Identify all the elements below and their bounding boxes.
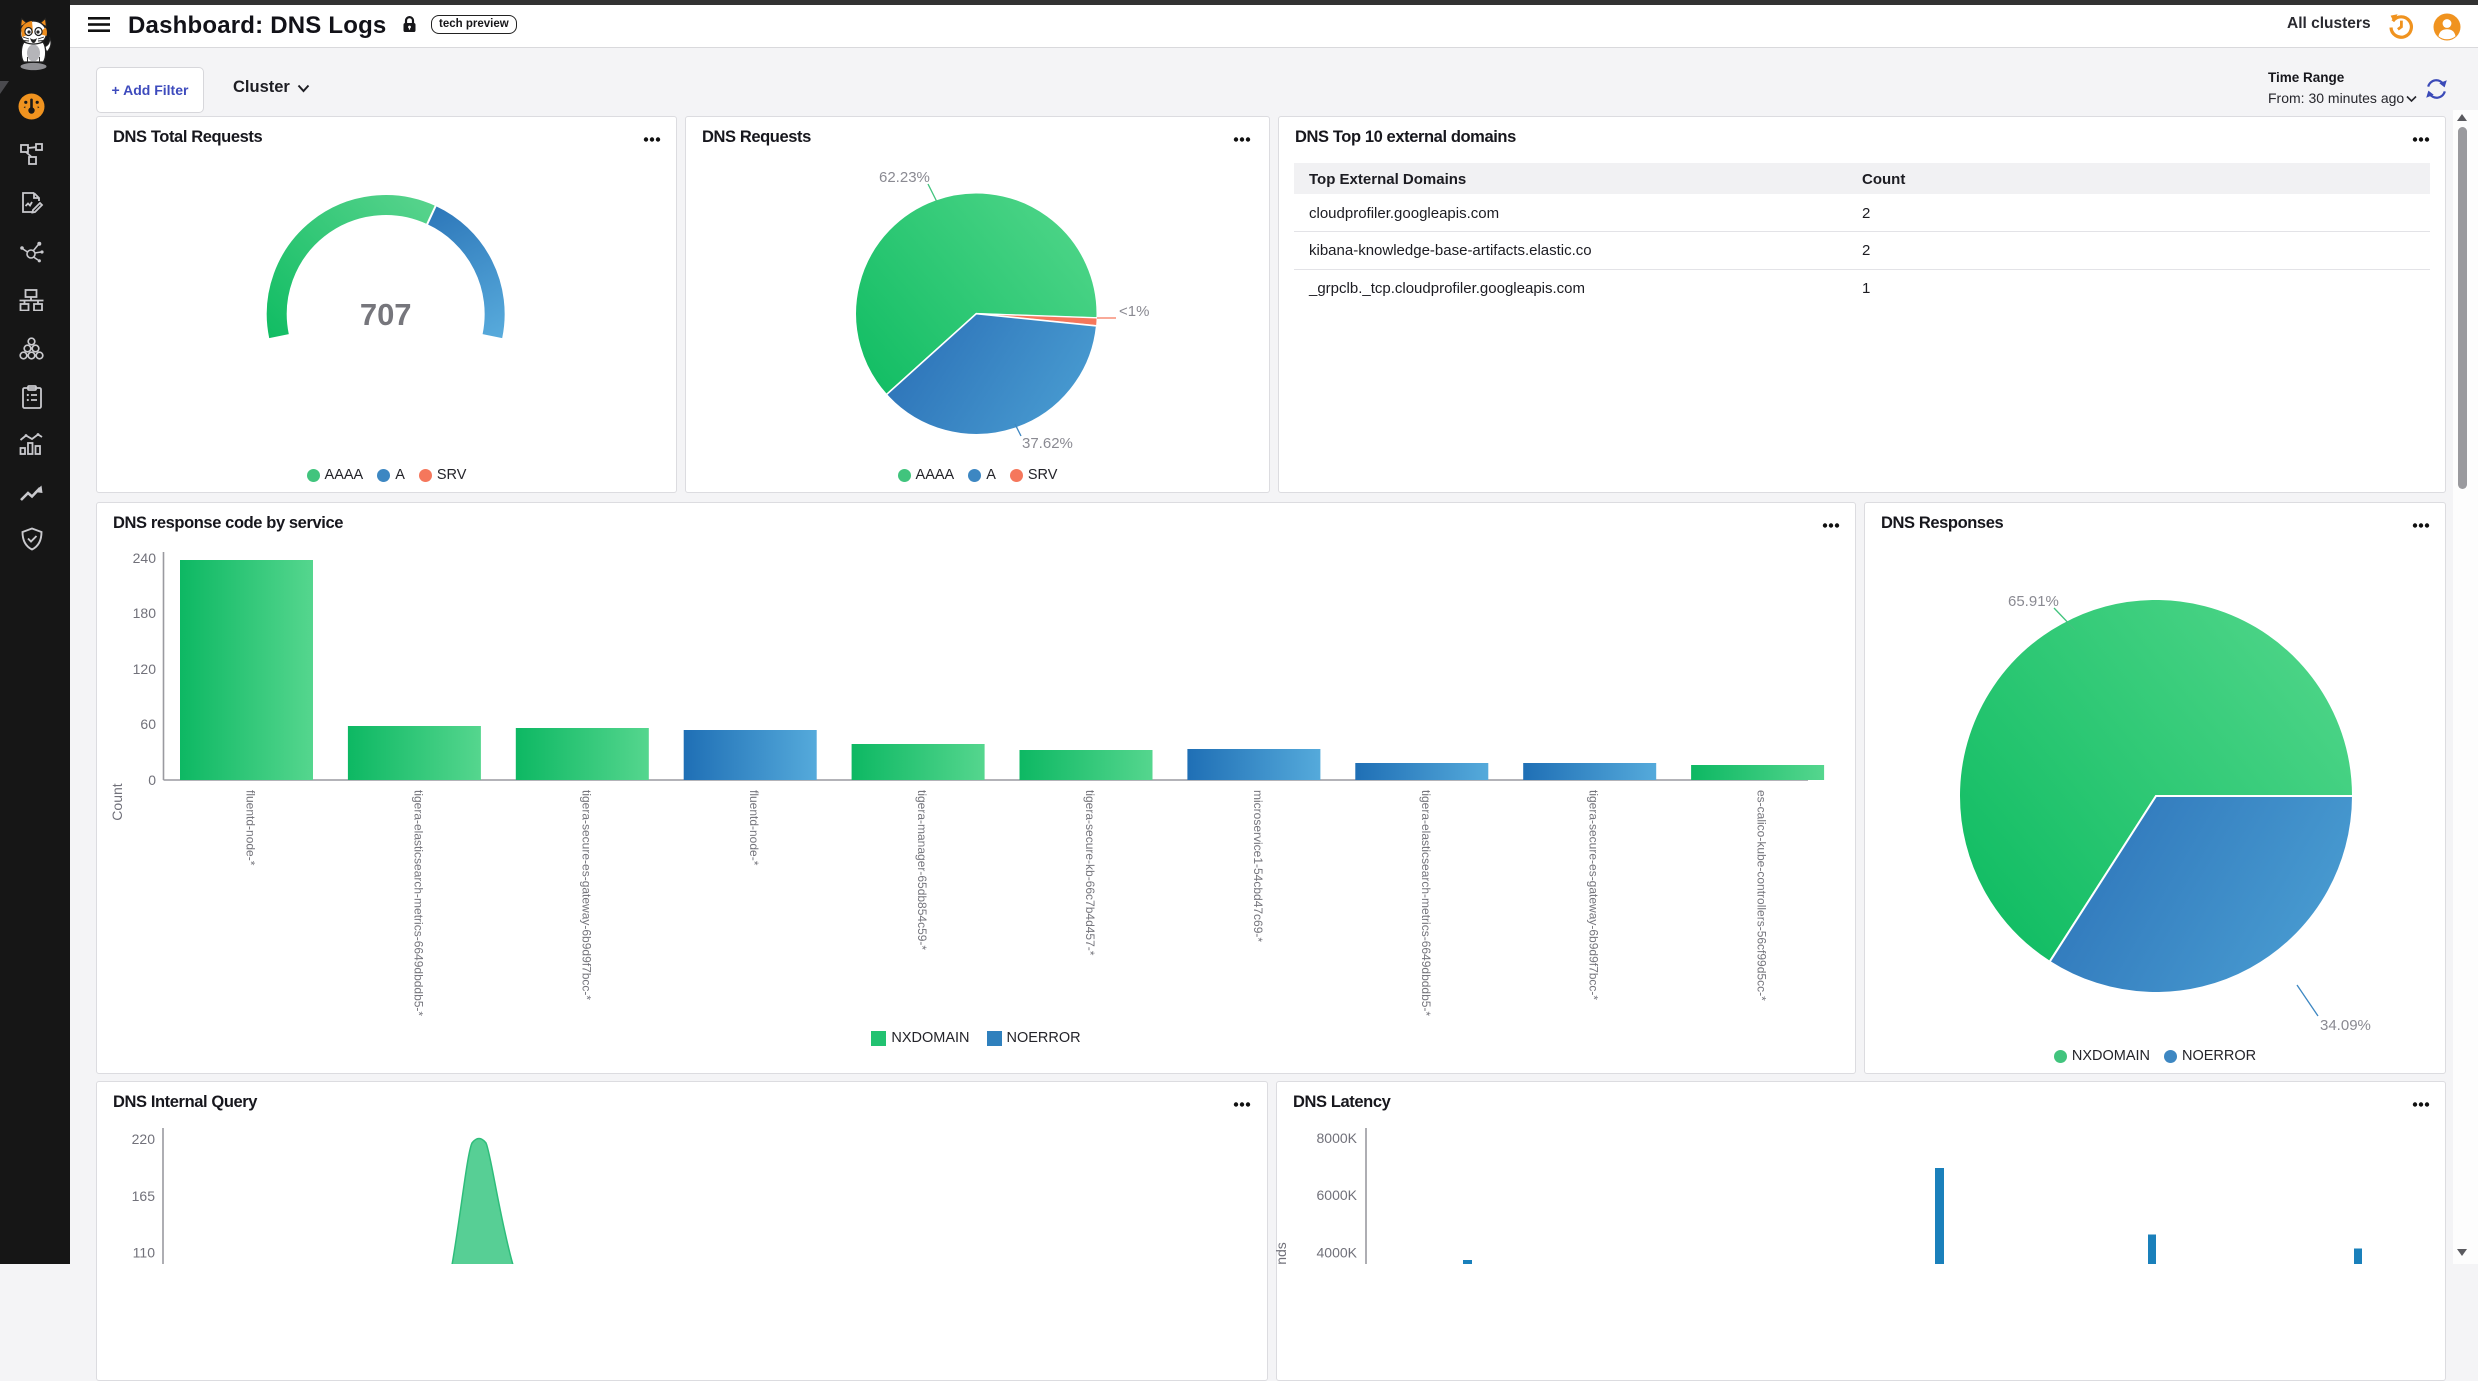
svg-text:tigera-secure-es-gateway-6b9d9: tigera-secure-es-gateway-6b9d9f7bcc-* — [579, 790, 593, 1000]
svg-text:es-calico-kube-controllers-56c: es-calico-kube-controllers-56cf99d5cc-* — [1755, 790, 1769, 1001]
svg-text:34.09%: 34.09% — [2320, 1017, 2371, 1034]
svg-text:0: 0 — [148, 772, 156, 788]
svg-text:8000K: 8000K — [1317, 1130, 1358, 1146]
svg-text:Count: Count — [109, 783, 125, 820]
svg-text:fluentd-node-*: fluentd-node-* — [244, 790, 258, 866]
svg-text:tigera-elasticsearch-metrics-6: tigera-elasticsearch-metrics-6649dbddb5-… — [1419, 790, 1433, 1016]
svg-text:65.91%: 65.91% — [2008, 593, 2059, 610]
svg-text:<1%: <1% — [1119, 303, 1149, 320]
svg-text:60: 60 — [140, 716, 156, 732]
svg-text:4000K: 4000K — [1317, 1245, 1358, 1261]
svg-text:240: 240 — [133, 550, 157, 566]
svg-text:tigera-manager-65db854c59-*: tigera-manager-65db854c59-* — [915, 790, 929, 950]
svg-text:110: 110 — [133, 1245, 156, 1261]
svg-text:62.23%: 62.23% — [879, 169, 930, 186]
svg-text:165: 165 — [132, 1188, 156, 1204]
svg-text:37.62%: 37.62% — [1022, 435, 1073, 452]
svg-text:Nanoseconds: Nanoseconds — [1276, 1242, 1289, 1264]
svg-text:707: 707 — [360, 297, 412, 332]
svg-text:180: 180 — [133, 605, 157, 621]
svg-text:120: 120 — [133, 661, 157, 677]
svg-text:220: 220 — [132, 1131, 156, 1147]
svg-text:6000K: 6000K — [1317, 1187, 1358, 1203]
svg-text:tigera-secure-kb-66c7b4d457-*: tigera-secure-kb-66c7b4d457-* — [1083, 790, 1097, 956]
svg-text:tigera-secure-es-gateway-6b9d9: tigera-secure-es-gateway-6b9d9f7bcc-* — [1587, 790, 1601, 1000]
svg-text:tigera-elasticsearch-metrics-6: tigera-elasticsearch-metrics-6649dbddb5-… — [411, 790, 425, 1016]
svg-text:microservice1-54cbd47c69-*: microservice1-54cbd47c69-* — [1251, 790, 1265, 942]
svg-text:fluentd-node-*: fluentd-node-* — [747, 790, 761, 866]
